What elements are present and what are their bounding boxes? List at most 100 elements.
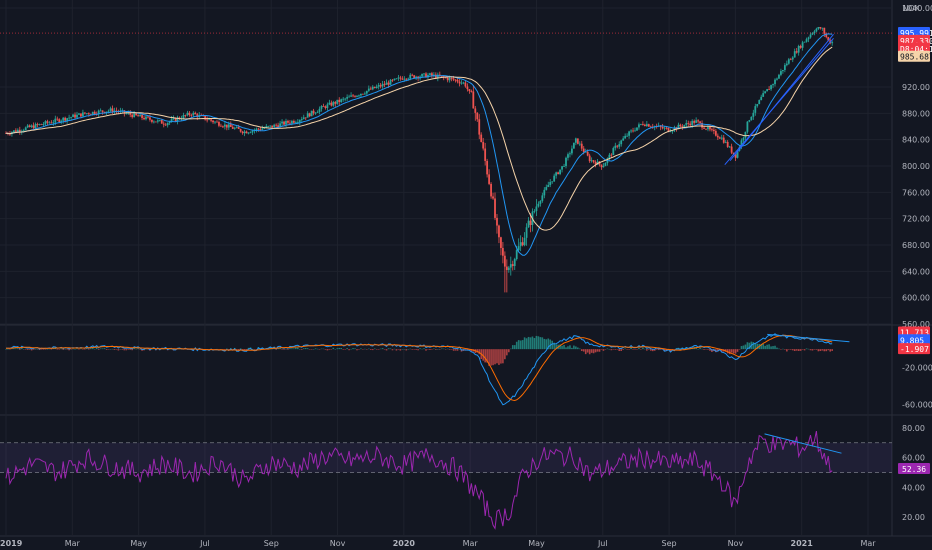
macd-histogram-bar (289, 348, 291, 350)
macd-histogram-bar (736, 349, 739, 352)
macd-histogram-bar (123, 349, 126, 351)
candle-body (166, 122, 169, 126)
macd-histogram-bar (113, 349, 116, 350)
candle-body (160, 120, 163, 124)
candle-body (46, 121, 49, 123)
candle-body (125, 113, 128, 115)
candle-body (760, 96, 763, 101)
macd-histogram-bar (531, 336, 534, 350)
candle-body (300, 119, 303, 121)
candle-body (287, 120, 289, 123)
candle-body (93, 111, 96, 114)
candle-body (44, 121, 47, 125)
macd-histogram-bar (40, 349, 43, 350)
candle-body (612, 148, 615, 156)
candle-body (580, 143, 583, 149)
candle-body (385, 82, 388, 85)
candle-body (32, 125, 35, 129)
candle-body (584, 151, 587, 153)
candle-body (488, 174, 490, 184)
macd-histogram-bar (594, 349, 597, 353)
candle-body (712, 129, 715, 132)
macd-histogram-bar (48, 348, 51, 350)
candle-body (811, 33, 814, 35)
candle-body (572, 142, 575, 149)
macd-histogram-bar (302, 348, 305, 350)
candle-body (373, 86, 376, 89)
macd-histogram-bar (513, 345, 516, 350)
macd-histogram-bar (616, 349, 619, 350)
macd-histogram-bar (549, 339, 552, 350)
macd-histogram-bar (793, 349, 796, 352)
macd-histogram-bar (356, 349, 358, 351)
candle-body (147, 116, 149, 118)
candle-body (42, 124, 45, 125)
macd-histogram-bar (375, 349, 378, 350)
candle-body (533, 210, 536, 212)
price-tick-label: 600.00 (902, 294, 930, 303)
candle-body (567, 154, 569, 158)
candle-body (776, 78, 778, 80)
macd-histogram-bar (245, 349, 248, 351)
candle-body (574, 138, 577, 143)
candle-body (48, 122, 51, 124)
x-tick-label: Mar (65, 539, 81, 548)
candle-body (235, 127, 238, 128)
candle-body (222, 126, 224, 128)
candle-body (582, 148, 585, 152)
macd-histogram-bar (444, 349, 447, 350)
macd-histogram-bar (488, 349, 490, 366)
candle-body (673, 127, 676, 131)
macd-histogram-bar (632, 349, 634, 350)
macd-histogram-bar (127, 349, 130, 350)
candle-body (85, 113, 88, 115)
rsi-pane[interactable] (0, 431, 892, 530)
candle-body (494, 198, 496, 218)
macd-histogram-bar (482, 349, 484, 361)
candle-body (174, 118, 177, 122)
candle-body (647, 124, 650, 127)
rsi-divergence-line (764, 433, 842, 454)
candle-body (707, 126, 709, 130)
macd-pane[interactable] (5, 333, 850, 406)
macd-histogram-bar (669, 349, 672, 352)
candle-body (281, 121, 283, 124)
candle-body (36, 123, 39, 125)
candle-body (511, 264, 514, 267)
macd-histogram-bar (730, 349, 733, 353)
candle-body (770, 85, 772, 90)
candle-body (188, 112, 191, 115)
candle-body (237, 127, 240, 129)
macd-histogram-bar (387, 348, 390, 350)
price-pane[interactable] (0, 26, 892, 293)
candle-body (143, 117, 145, 120)
macd-histogram-bar (695, 347, 697, 350)
macd-histogram-bar (508, 349, 510, 353)
candle-body (151, 119, 153, 122)
macd-histogram-bar (9, 349, 11, 350)
macd-histogram-bar (103, 348, 106, 350)
candle-body (415, 76, 418, 79)
candle-body (470, 91, 473, 92)
candle-body (543, 189, 546, 196)
macd-histogram-bar (519, 340, 522, 350)
macd-histogram-bar (11, 348, 13, 350)
price-badge-label: 985.687 (900, 53, 932, 62)
macd-histogram-bar (109, 348, 112, 350)
macd-histogram-bar (732, 349, 735, 354)
candle-body (322, 106, 325, 107)
candle-body (764, 91, 767, 94)
candle-body (20, 130, 23, 132)
candle-body (559, 169, 561, 175)
macd-histogram-bar (478, 349, 481, 355)
macd-histogram-bar (618, 349, 621, 352)
x-tick-label: 2021 (791, 539, 814, 548)
macd-histogram-bar (419, 348, 421, 350)
macd-histogram-bar (602, 349, 605, 351)
candle-body (539, 200, 542, 204)
candle-body (768, 89, 770, 90)
candle-body (444, 77, 447, 79)
macd-histogram-bar (452, 349, 455, 351)
macd-histogram-bar (458, 349, 461, 350)
